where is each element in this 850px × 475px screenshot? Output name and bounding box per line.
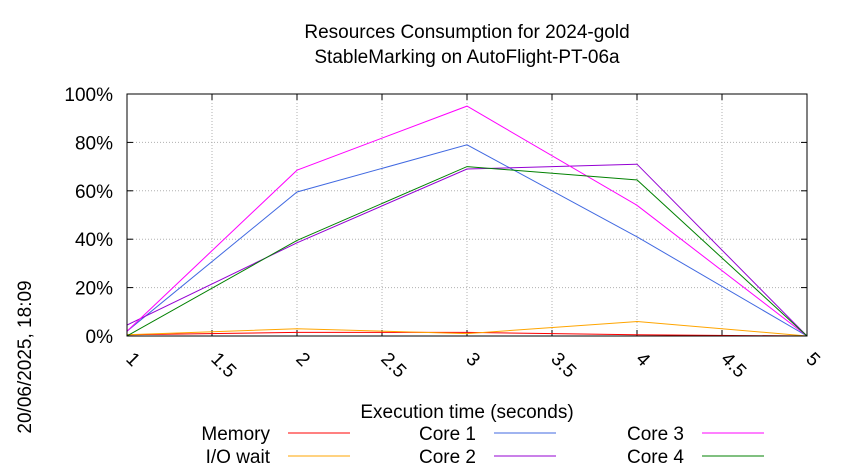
timestamp-label: 20/06/2025, 18:09	[15, 280, 36, 433]
y-axis-ticks: 0% 20% 40% 60% 80% 100%	[64, 85, 807, 348]
x-tick-label: 4.5	[716, 349, 750, 383]
x-tick-label: 4	[631, 349, 654, 372]
legend-label-i-o-wait: I/O wait	[206, 447, 271, 468]
plot-border	[126, 93, 808, 337]
series-line-core-1	[126, 144, 808, 337]
x-axis-ticks: 1 1.5 2 2.5 3 3.5 4 4.5 5	[121, 94, 824, 383]
x-tick-label: 5	[801, 349, 823, 371]
x-tick-label: 1.5	[206, 349, 240, 383]
y-tick-label: 0%	[86, 327, 114, 348]
x-tick-label: 3	[461, 349, 483, 371]
series-line-core-3	[126, 105, 808, 337]
legend-label-core-2: Core 2	[419, 447, 476, 468]
legend-label-core-3: Core 3	[627, 424, 684, 445]
series-line-i-o-wait	[126, 320, 808, 337]
legend-label-memory: Memory	[201, 424, 270, 445]
x-axis-label: Execution time (seconds)	[360, 402, 573, 423]
legend-label-core-1: Core 1	[419, 424, 476, 445]
legend-label-core-4: Core 4	[627, 447, 684, 468]
y-tick-label: 80%	[75, 133, 113, 154]
x-tick-label: 2.5	[376, 349, 410, 383]
x-tick-label: 2	[291, 349, 313, 371]
series-line-core-4	[126, 166, 808, 337]
y-tick-label: 100%	[64, 85, 113, 106]
y-tick-label: 60%	[75, 182, 113, 203]
chart-title-line-1: Resources Consumption for 2024-gold	[304, 22, 629, 43]
series-lines	[126, 105, 808, 337]
chart-title-line-2: StableMarking on AutoFlight-PT-06a	[314, 47, 620, 68]
y-tick-label: 20%	[75, 279, 113, 300]
series-line-core-2	[126, 163, 808, 337]
x-tick-label: 3.5	[546, 349, 580, 383]
x-tick-label: 1	[121, 349, 143, 371]
series-line-memory	[126, 331, 808, 337]
y-tick-label: 40%	[75, 230, 113, 251]
grid-lines	[127, 94, 807, 336]
